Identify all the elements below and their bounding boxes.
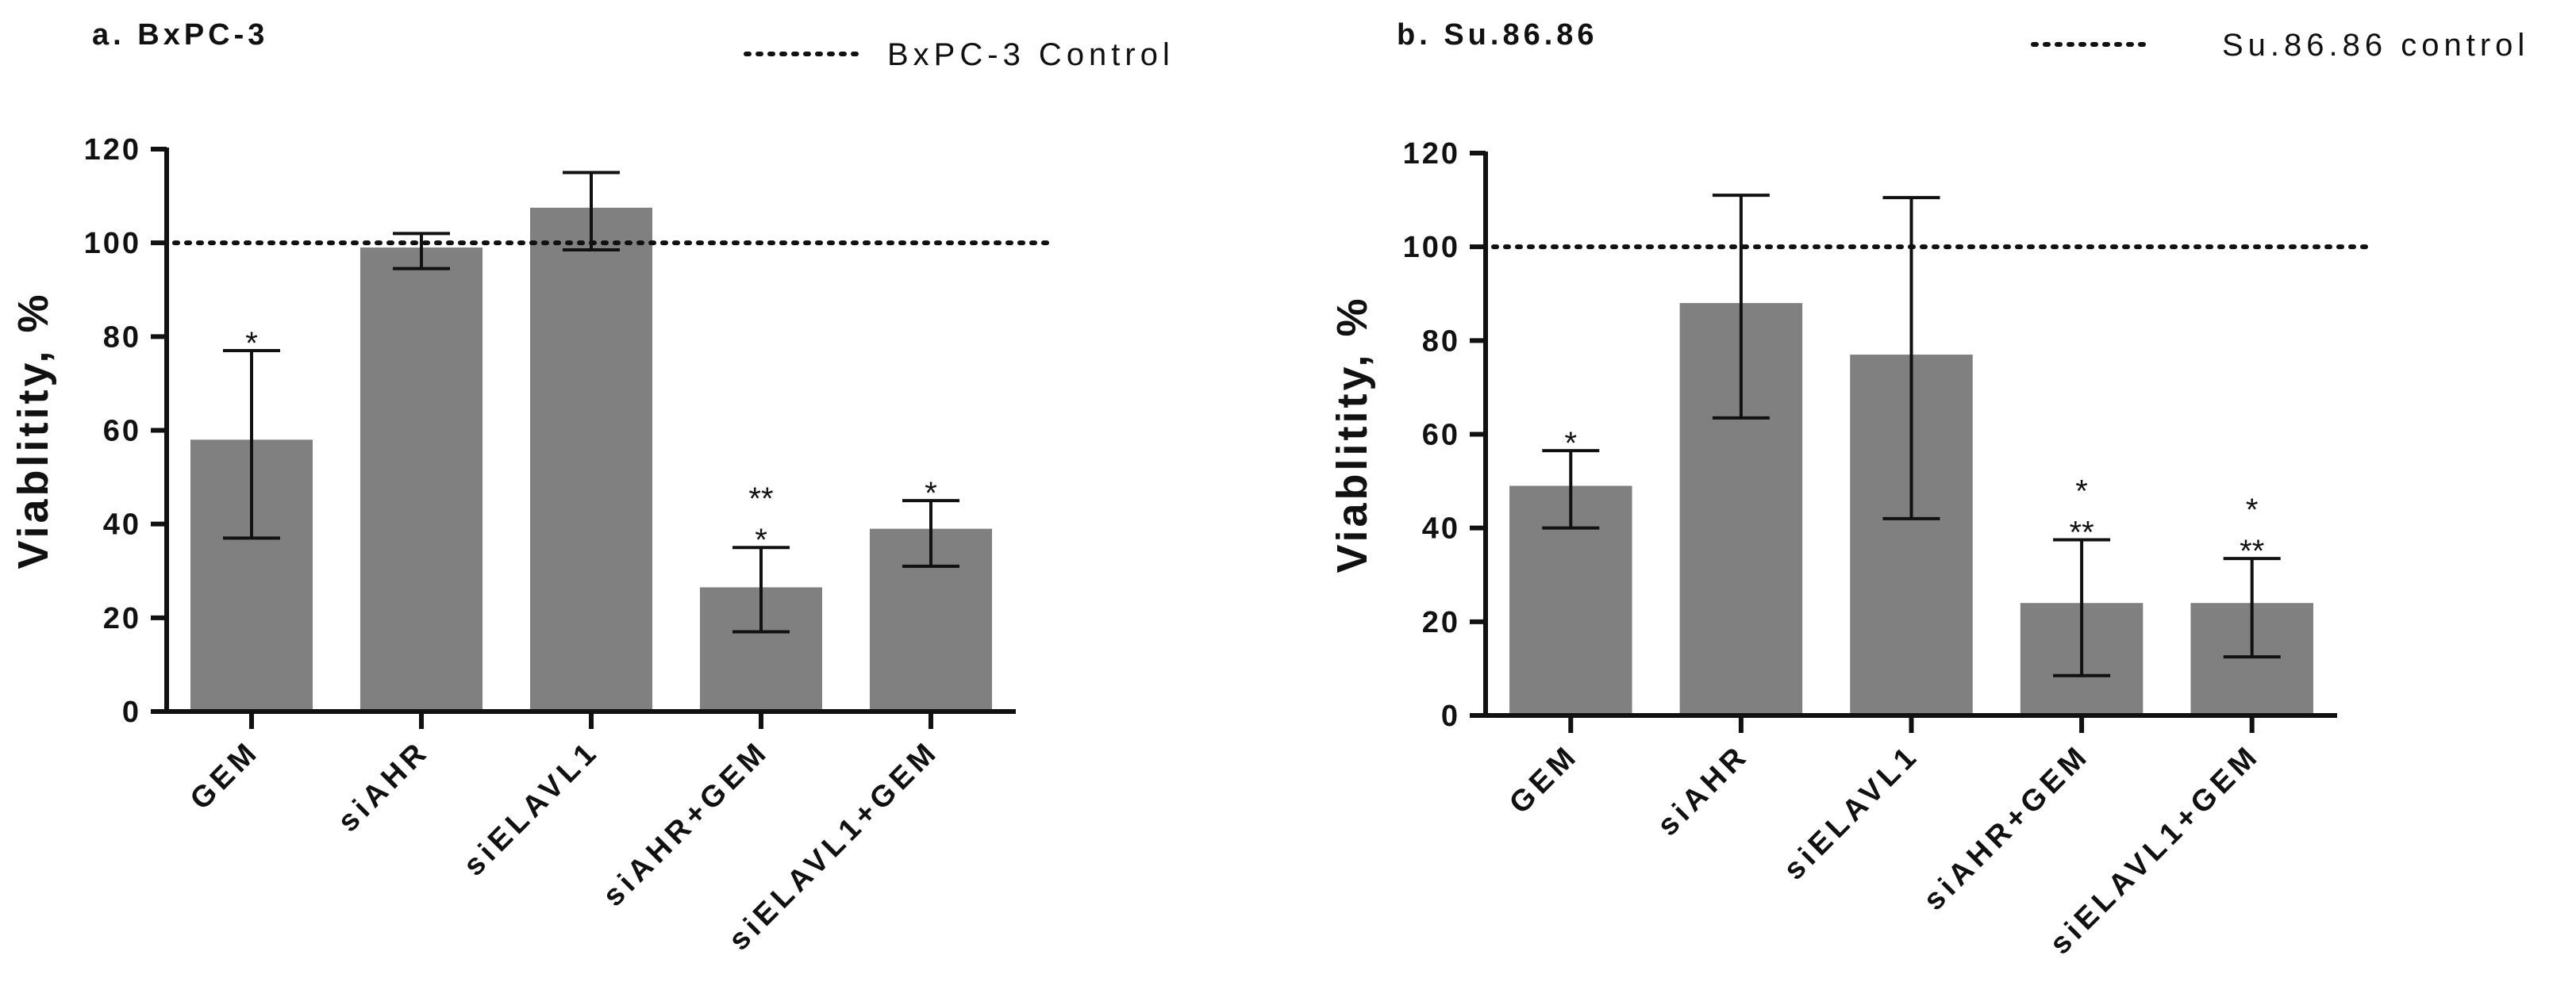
chart-panel-a: a. BxPC-3 BxPC-3 Control Viablitity, % 0 20 4… (10, 18, 1175, 957)
chart-panel-b: b. Su.86.86 Su.86.86 control Viablitity, %… (1328, 18, 2529, 961)
y-tick-label: 60 (1422, 419, 1460, 452)
significance-marker: ** (2070, 515, 2094, 550)
significance-marker: * (2075, 474, 2088, 508)
x-tick-label: siELAVL1 (457, 735, 606, 883)
significance-marker: ** (748, 481, 773, 516)
y-tick-label: 80 (1422, 324, 1460, 358)
y-tick-label: 40 (103, 508, 141, 542)
y-tick-label: 20 (103, 602, 141, 635)
y-tick-label: 120 (1403, 137, 1460, 171)
y-tick-label: 120 (84, 133, 141, 167)
legend-label: BxPC-3 Control (887, 37, 1175, 72)
legend-label: Su.86.86 control (2222, 28, 2529, 63)
x-tick-label: siAHR+GEM (597, 735, 775, 913)
x-tick-label: siELAVL1 (1778, 738, 1926, 887)
significance-marker: * (1565, 426, 1578, 461)
x-tick-label: siAHR (1651, 738, 1756, 843)
y-tick-label: 0 (122, 696, 141, 729)
significance-marker: * (755, 523, 767, 558)
significance-marker: * (925, 476, 937, 511)
significance-marker: * (2246, 493, 2259, 527)
x-tick-label: GEM (1503, 738, 1586, 821)
x-tick-label: siAHR (332, 735, 436, 839)
panel-title: a. BxPC-3 (92, 18, 268, 52)
significance-marker: * (245, 326, 258, 361)
y-tick-label: 0 (1441, 700, 1460, 733)
y-tick-label: 60 (103, 415, 141, 448)
bar-sielavl1 (529, 207, 653, 712)
y-axis-label: Viablitity, % (10, 291, 57, 569)
panel-title: b. Su.86.86 (1397, 18, 1598, 52)
y-tick-label: 20 (1422, 606, 1460, 639)
x-tick-label: siAHR+GEM (1917, 738, 2096, 917)
significance-marker: ** (2240, 534, 2264, 569)
y-tick-label: 100 (1403, 231, 1460, 264)
y-tick-label: 40 (1422, 512, 1460, 546)
y-axis-label: Viablitity, % (1328, 295, 1376, 573)
x-tick-label: GEM (184, 735, 267, 817)
bar-siahr (359, 247, 483, 712)
y-tick-label: 80 (103, 320, 141, 354)
y-tick-label: 100 (84, 227, 141, 260)
